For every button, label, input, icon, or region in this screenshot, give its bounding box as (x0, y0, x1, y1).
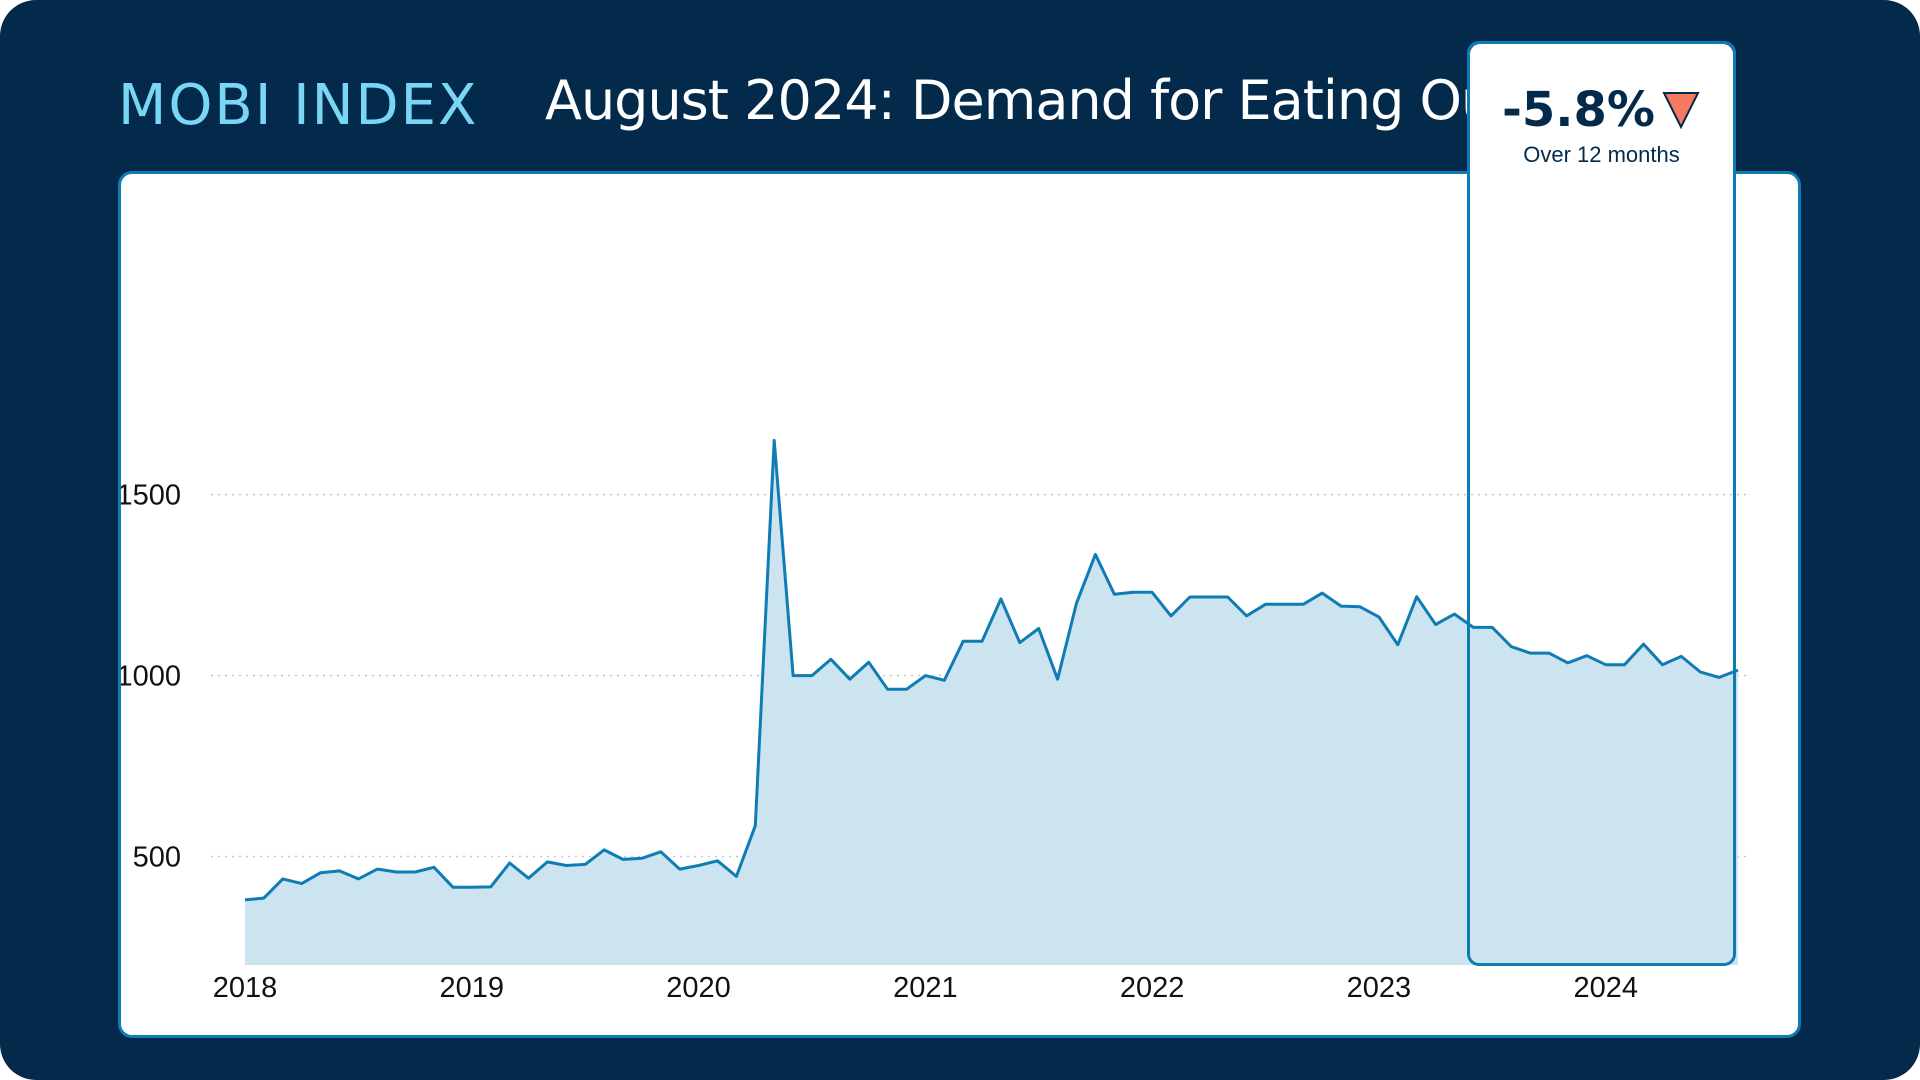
x-tick-label: 2023 (1347, 972, 1412, 1004)
y-tick-label: 1500 (121, 480, 181, 512)
x-tick-label: 2022 (1120, 972, 1185, 1004)
series-line (244, 438, 1739, 902)
area-fill (245, 440, 1738, 965)
stat-value-row: -5.8% (1470, 86, 1733, 137)
y-tick-label: 1000 (121, 661, 181, 693)
stat-subtitle: Over 12 months (1523, 142, 1680, 167)
down-arrow-icon (1661, 89, 1701, 137)
x-tick-label: 2018 (213, 972, 278, 1004)
area-chart: 500 1000 1500 2018 2019 2020 2021 2022 2023 2024 (121, 438, 1751, 1004)
chart-card: 500 1000 1500 2018 2019 2020 2021 2022 2023 2024 (118, 171, 1801, 1038)
header: MOBI INDEX (118, 66, 478, 146)
x-tick-label: 2024 (1573, 972, 1638, 1004)
x-tick-label: 2021 (893, 972, 958, 1004)
y-tick-label: 500 (133, 841, 181, 873)
brand-logo: MOBI INDEX (118, 73, 479, 138)
x-tick-label: 2020 (666, 972, 731, 1004)
page-title: August 2024: Demand for Eating Out (545, 69, 1515, 132)
stat-value: -5.8% (1501, 82, 1656, 138)
x-tick-label: 2019 (440, 972, 505, 1004)
stat-panel: -5.8% Over 12 months (1470, 44, 1733, 175)
highlight-window: -5.8% Over 12 months (1467, 41, 1736, 966)
